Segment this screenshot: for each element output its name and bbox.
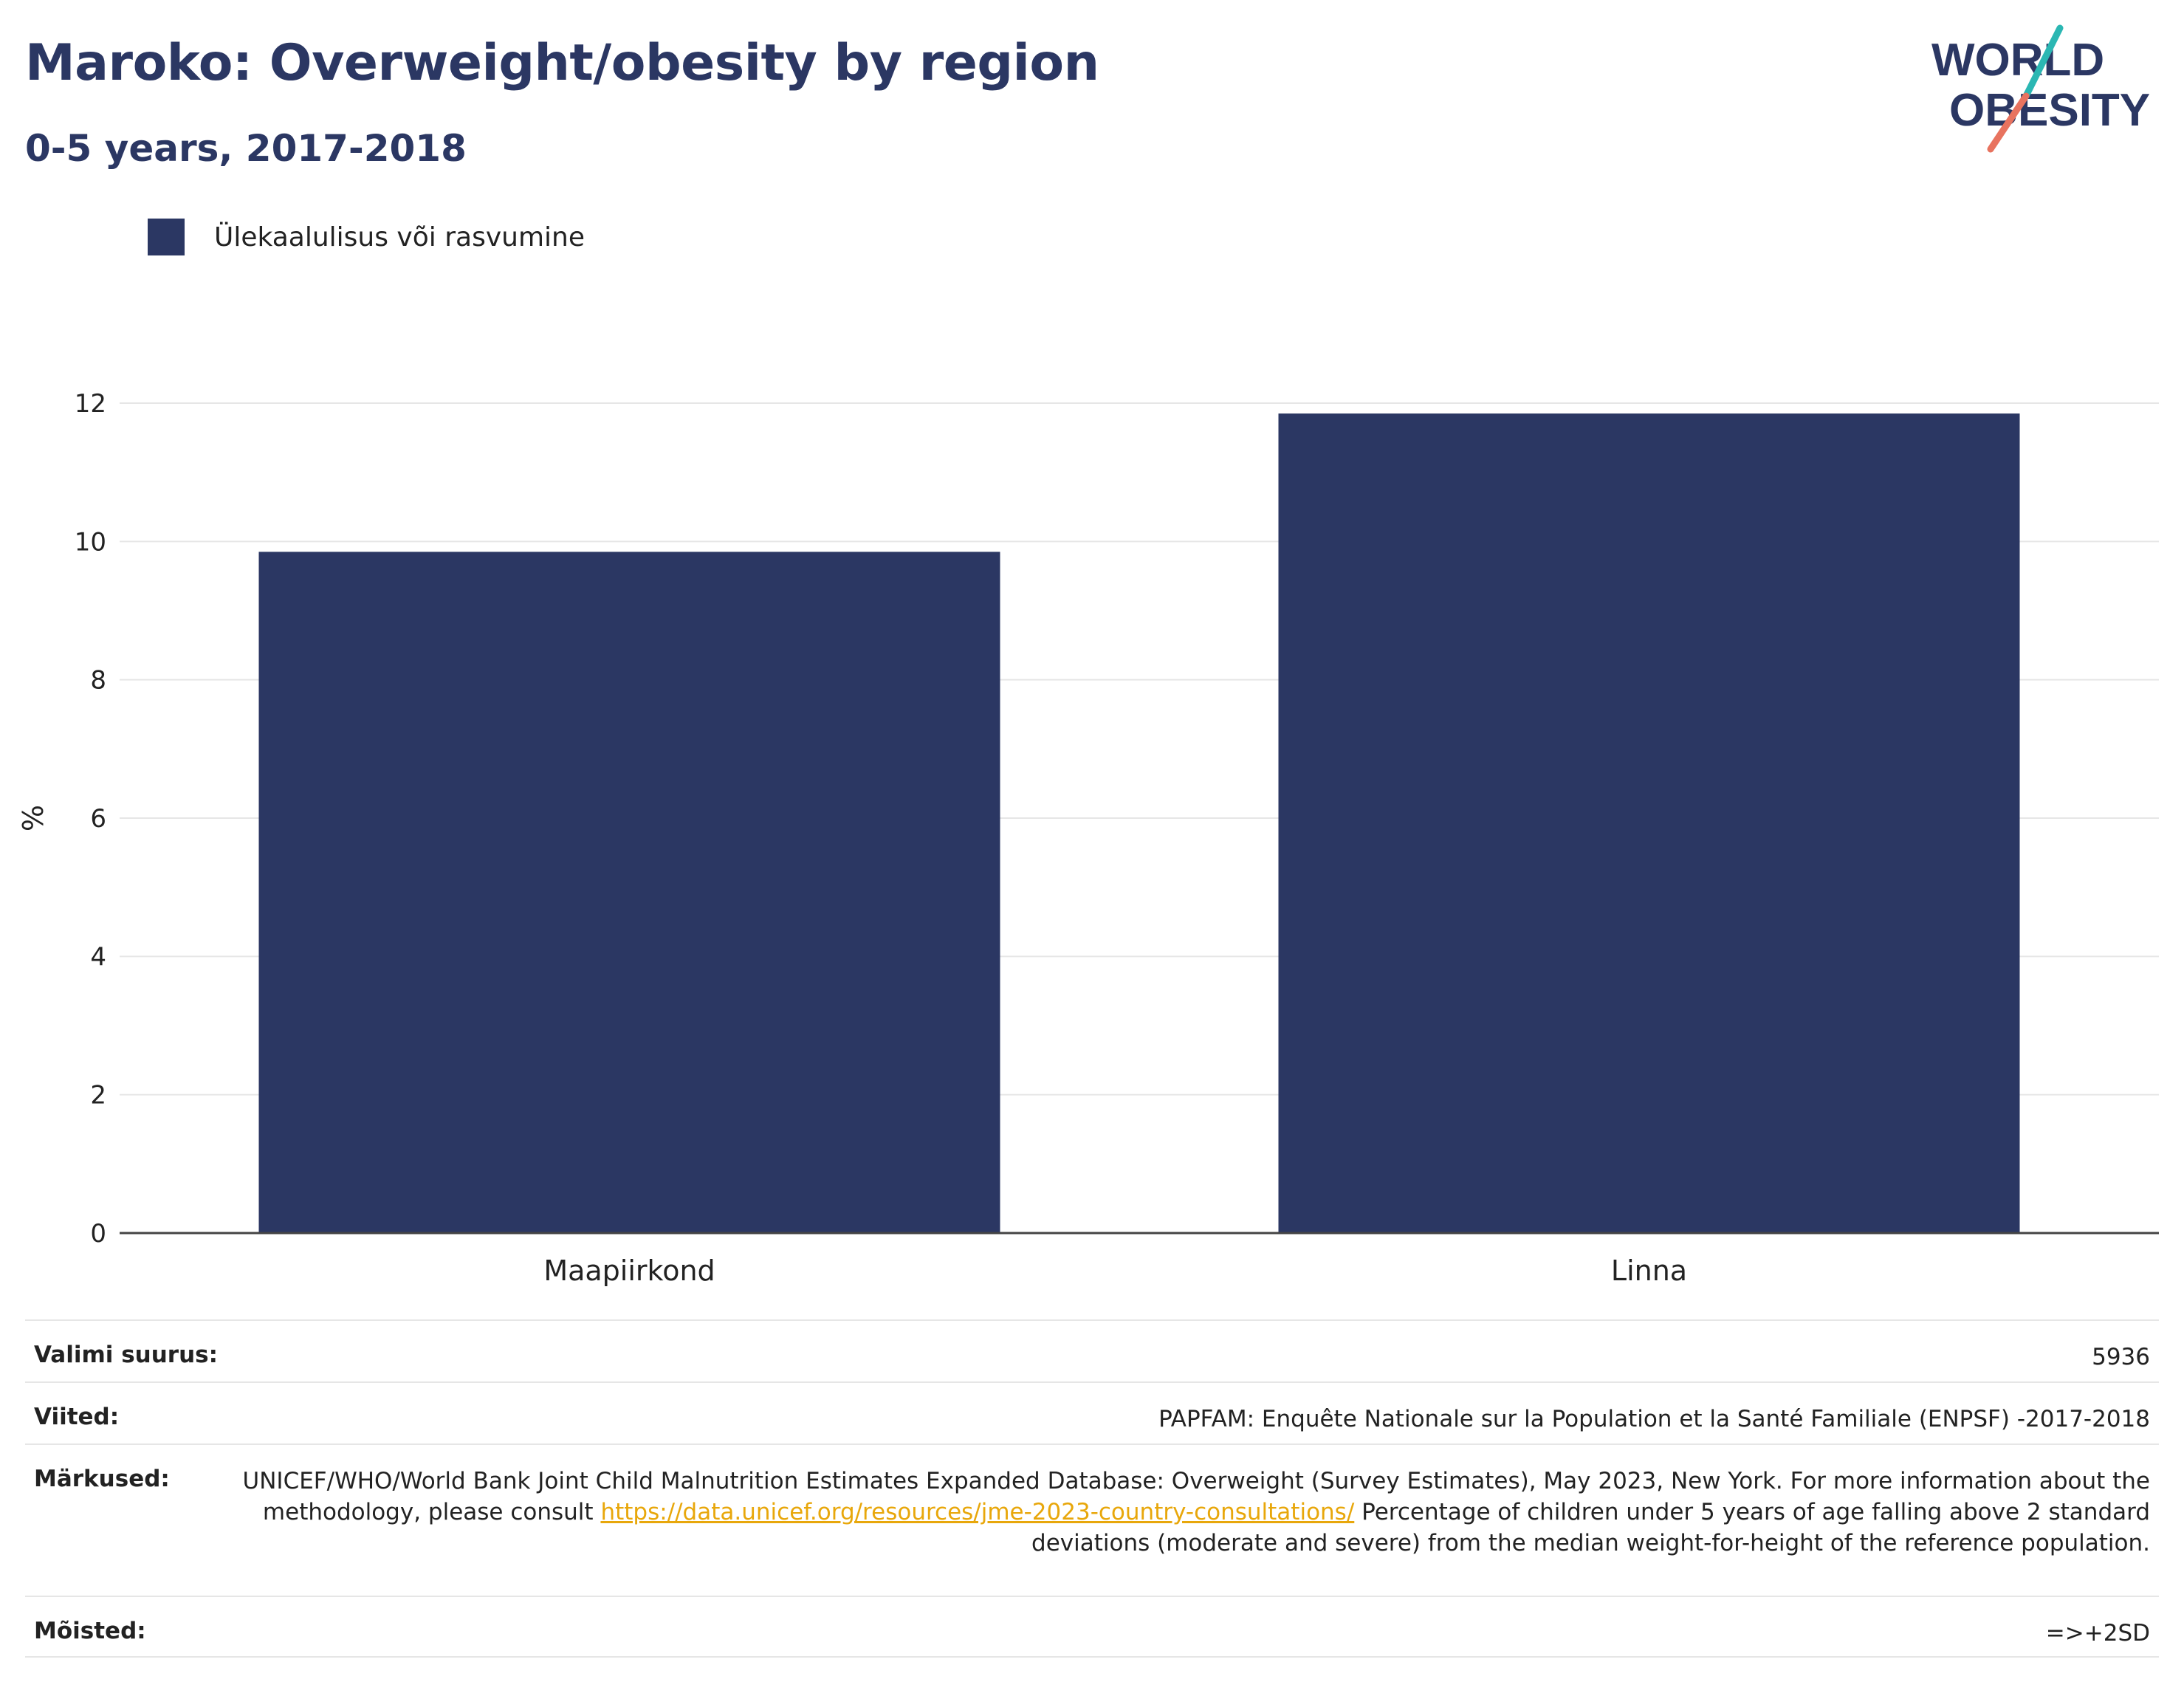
- notes-value: UNICEF/WHO/World Bank Joint Child Malnut…: [199, 1466, 2150, 1559]
- logo-slash-teal: [2022, 24, 2064, 100]
- definitions-label: Mõisted:: [34, 1618, 146, 1644]
- notes-text-1: UNICEF/WHO/World Bank Joint Child Malnut…: [242, 1468, 2150, 1525]
- bar-linna: [1278, 413, 2020, 1233]
- logo-line-2: OBESITY: [1949, 85, 2150, 136]
- legend-label: Ülekaalulisus või rasvumine: [214, 222, 585, 253]
- y-tick-label: 2: [90, 1081, 106, 1110]
- references-label: Viited:: [34, 1404, 120, 1430]
- sample-size-value: 5936: [2092, 1344, 2150, 1370]
- y-axis-title: %: [17, 805, 49, 831]
- logo-line-1: WORLD: [1931, 35, 2104, 86]
- legend: Ülekaalulisus või rasvumine: [148, 219, 585, 255]
- world-obesity-logo: WORLD OBESITY: [1931, 24, 2150, 153]
- meta-row-sample-size: Valimi suurus: 5936: [25, 1319, 2159, 1381]
- legend-swatch: [148, 219, 185, 255]
- chart-subtitle: 0-5 years, 2017-2018: [25, 127, 467, 170]
- bar-chart: 0 2 4 6 8 10 12% Maapiirkond Linna: [17, 389, 2159, 1287]
- y-tick-label: 12: [75, 389, 106, 419]
- meta-row-references: Viited: PAPFAM: Enquête Nationale sur la…: [25, 1381, 2159, 1443]
- x-tick-label: Linna: [1611, 1254, 1687, 1287]
- y-tick-label: 6: [90, 804, 106, 834]
- notes-text-2: Percentage of children under 5 years of …: [1031, 1499, 2150, 1556]
- logo-slash-coral: [1987, 92, 2030, 153]
- notes-link[interactable]: https://data.unicef.org/resources/jme-20…: [600, 1499, 1355, 1525]
- bar-maapiirkond: [258, 552, 1000, 1233]
- sample-size-label: Valimi suurus:: [34, 1342, 218, 1368]
- y-tick-label: 4: [90, 942, 106, 972]
- definitions-value: =>+2SD: [2045, 1620, 2150, 1647]
- y-tick-label: 8: [90, 666, 106, 696]
- x-tick-label: Maapiirkond: [543, 1254, 715, 1287]
- references-value: PAPFAM: Enquête Nationale sur la Populat…: [1158, 1406, 2150, 1432]
- y-tick-label: 0: [90, 1219, 106, 1249]
- y-tick-label: 10: [75, 527, 106, 557]
- notes-label: Märkused:: [34, 1466, 170, 1492]
- metadata-table: Valimi suurus: 5936 Viited: PAPFAM: Enqu…: [25, 1319, 2159, 1658]
- chart-title: Maroko: Overweight/obesity by region: [25, 34, 1099, 92]
- meta-row-definitions: Mõisted: =>+2SD: [25, 1596, 2159, 1658]
- meta-row-notes: Märkused: UNICEF/WHO/World Bank Joint Ch…: [25, 1443, 2159, 1596]
